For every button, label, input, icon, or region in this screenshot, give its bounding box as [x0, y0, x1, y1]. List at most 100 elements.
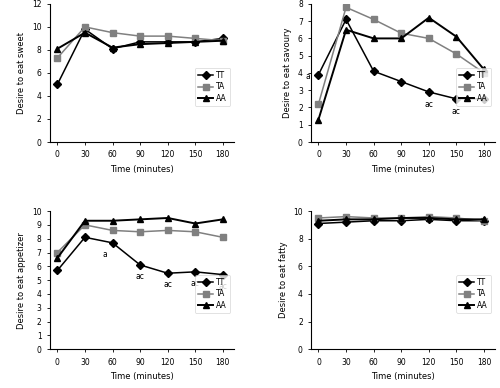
TT: [398, 79, 404, 84]
AA: [110, 45, 116, 50]
TA: [343, 5, 349, 10]
TA: [426, 36, 432, 41]
X-axis label: Time (minutes): Time (minutes): [110, 165, 174, 174]
Y-axis label: Desire to eat appetizer: Desire to eat appetizer: [18, 232, 26, 329]
TT: [192, 270, 198, 274]
Line: TA: TA: [316, 214, 486, 223]
TA: [398, 216, 404, 220]
Line: TT: TT: [54, 234, 226, 277]
Y-axis label: Desire to eat fatty: Desire to eat fatty: [278, 242, 287, 319]
TA: [54, 55, 60, 60]
TT: [398, 218, 404, 223]
TT: [192, 40, 198, 44]
AA: [316, 117, 322, 122]
TA: [370, 17, 376, 22]
TA: [82, 24, 88, 29]
Text: a: a: [103, 250, 108, 259]
AA: [454, 35, 460, 39]
TT: [343, 17, 349, 22]
AA: [398, 216, 404, 220]
AA: [220, 38, 226, 43]
AA: [454, 217, 460, 222]
TA: [164, 228, 170, 233]
AA: [426, 216, 432, 220]
AA: [82, 218, 88, 223]
AA: [398, 36, 404, 41]
TA: [316, 102, 322, 106]
TT: [343, 220, 349, 224]
AA: [82, 30, 88, 35]
Legend: TT, TA, AA: TT, TA, AA: [456, 68, 491, 106]
TA: [454, 216, 460, 220]
Y-axis label: Desire to eat savoury: Desire to eat savoury: [284, 28, 292, 118]
Legend: TT, TA, AA: TT, TA, AA: [195, 275, 230, 313]
TA: [316, 216, 322, 220]
TA: [481, 71, 487, 75]
Line: TT: TT: [316, 217, 486, 226]
Text: ac: ac: [191, 279, 200, 288]
TT: [316, 221, 322, 226]
TA: [110, 30, 116, 35]
Line: TA: TA: [54, 222, 226, 255]
TT: [164, 40, 170, 44]
AA: [316, 218, 322, 223]
TT: [454, 218, 460, 223]
Line: TA: TA: [54, 24, 226, 61]
TT: [316, 72, 322, 77]
AA: [192, 221, 198, 226]
Line: TT: TT: [54, 26, 226, 87]
TT: [220, 272, 226, 277]
TA: [192, 36, 198, 41]
Line: AA: AA: [316, 15, 486, 122]
TT: [454, 97, 460, 101]
TT: [110, 241, 116, 245]
Text: ac: ac: [218, 282, 228, 291]
TA: [220, 38, 226, 43]
TA: [343, 214, 349, 219]
AA: [164, 216, 170, 220]
TA: [481, 218, 487, 223]
TT: [481, 97, 487, 101]
AA: [220, 217, 226, 222]
X-axis label: Time (minutes): Time (minutes): [371, 372, 435, 381]
TT: [137, 40, 143, 44]
TA: [82, 223, 88, 227]
AA: [137, 42, 143, 47]
TT: [164, 271, 170, 275]
AA: [370, 217, 376, 222]
AA: [481, 217, 487, 222]
TA: [426, 214, 432, 219]
AA: [137, 217, 143, 222]
AA: [426, 16, 432, 20]
TA: [370, 216, 376, 220]
TT: [110, 47, 116, 51]
AA: [54, 256, 60, 260]
X-axis label: Time (minutes): Time (minutes): [110, 372, 174, 381]
TT: [426, 217, 432, 222]
TA: [398, 31, 404, 36]
AA: [164, 41, 170, 45]
Line: AA: AA: [316, 215, 486, 223]
Text: ac: ac: [163, 280, 172, 289]
Text: ac: ac: [136, 272, 144, 281]
TT: [82, 27, 88, 31]
TT: [370, 218, 376, 223]
Text: ac: ac: [452, 107, 461, 116]
TA: [164, 34, 170, 38]
AA: [192, 40, 198, 44]
TA: [454, 52, 460, 56]
AA: [481, 67, 487, 72]
TT: [82, 235, 88, 240]
Text: a: a: [305, 72, 310, 81]
TA: [192, 229, 198, 234]
AA: [343, 28, 349, 32]
AA: [110, 218, 116, 223]
Line: TA: TA: [316, 5, 486, 107]
Text: ac: ac: [424, 100, 433, 109]
Legend: TT, TA, AA: TT, TA, AA: [456, 275, 491, 313]
TA: [54, 250, 60, 255]
TT: [54, 268, 60, 273]
TA: [110, 228, 116, 233]
Legend: TT, TA, AA: TT, TA, AA: [195, 68, 230, 106]
TT: [370, 69, 376, 74]
